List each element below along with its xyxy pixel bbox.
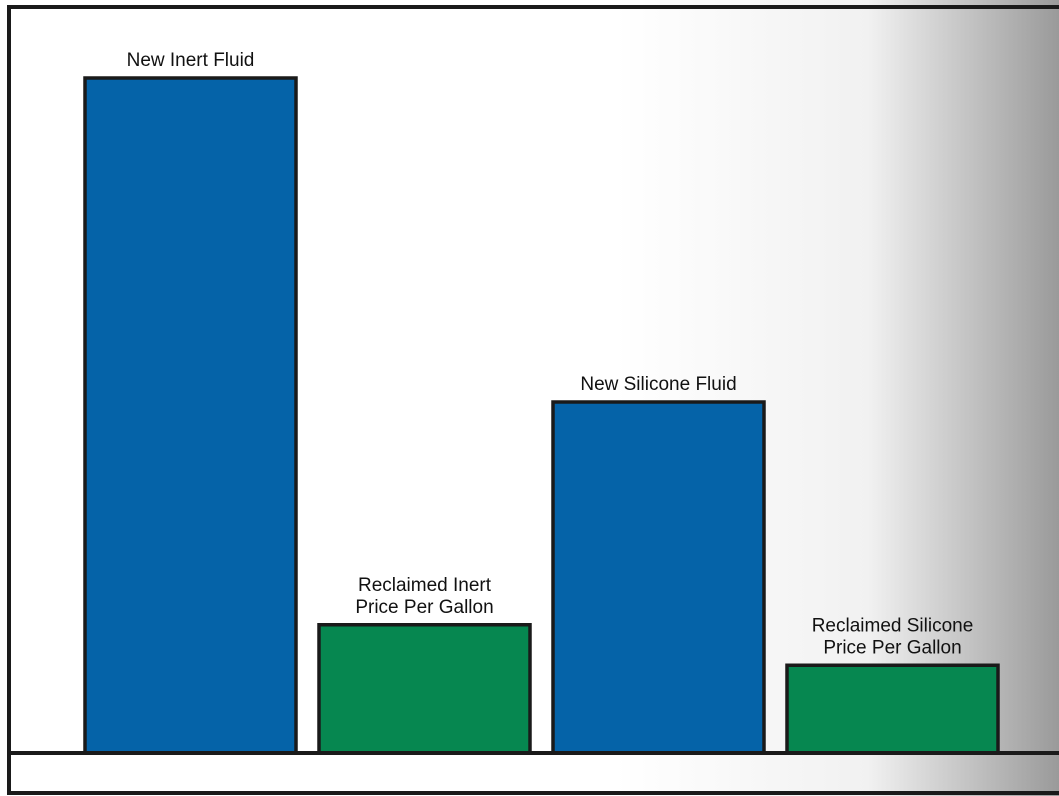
bar-label-line: Reclaimed Silicone	[812, 615, 974, 636]
bar-4	[785, 663, 1000, 755]
bar-label-3: New Silicone Fluid	[580, 374, 736, 395]
bar-label-line: Price Per Gallon	[355, 597, 493, 618]
bar-label-4: Reclaimed Silicone Price Per Gallon	[812, 615, 974, 658]
bar-label-1: New Inert Fluid	[127, 50, 255, 71]
bar-label-line: New Silicone Fluid	[580, 374, 736, 395]
bar-label-line: Reclaimed Inert	[358, 575, 492, 596]
bars-layer	[83, 76, 1000, 755]
bar-3	[551, 400, 766, 755]
bar-2	[317, 623, 532, 755]
bar-label-line: New Inert Fluid	[127, 50, 255, 71]
bar-label-2: Reclaimed Inert Price Per Gallon	[355, 575, 493, 618]
bar-1	[83, 76, 298, 755]
chart-frame	[7, 5, 1059, 795]
bar-label-line: Price Per Gallon	[823, 637, 961, 658]
